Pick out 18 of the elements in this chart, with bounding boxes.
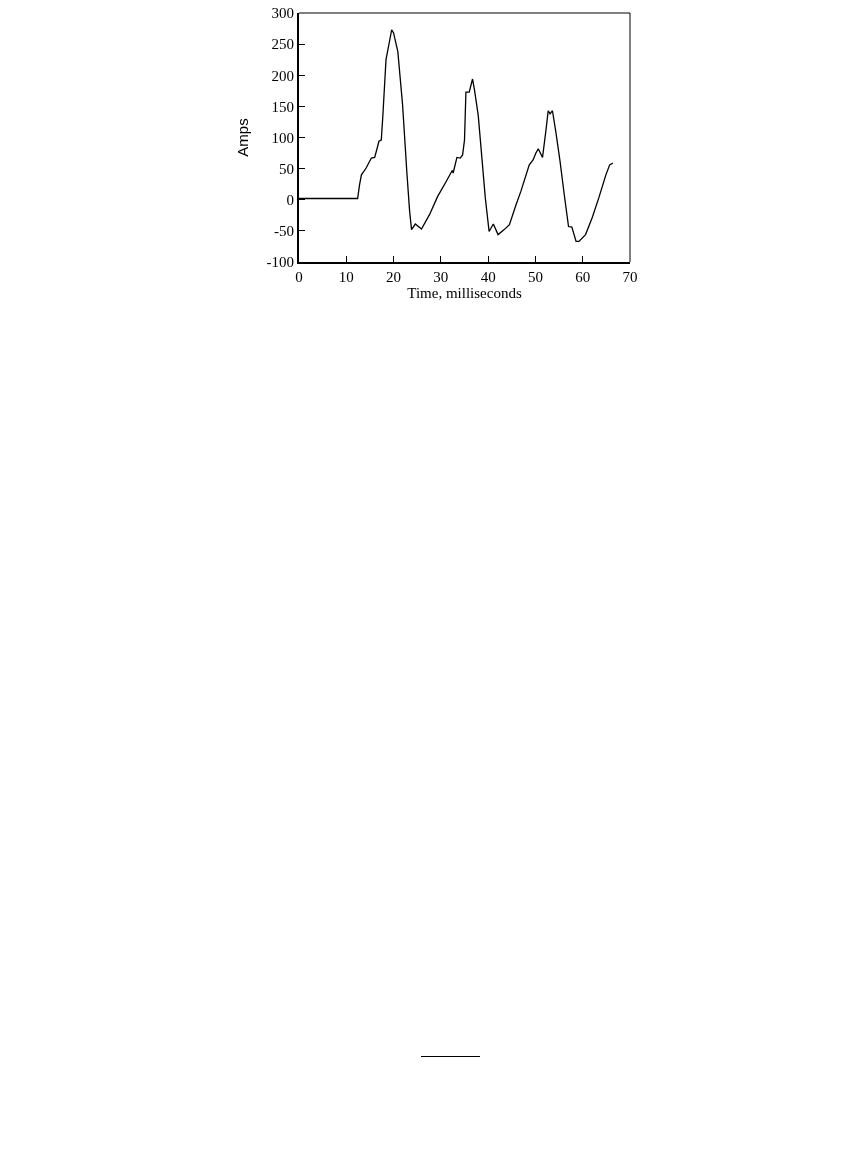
- y-tick-label: 200: [271, 67, 294, 84]
- x-tick-label: 50: [527, 269, 543, 285]
- y-tick-label: 0: [286, 192, 294, 208]
- x-tick-label: 20: [386, 269, 402, 285]
- x-axis-title: Time, milliseconds: [407, 285, 522, 301]
- y-tick-label: 150: [271, 98, 294, 115]
- y-tick-label: -100: [266, 254, 294, 271]
- x-tick-label: 70: [622, 269, 638, 285]
- x-tick-label: 10: [338, 269, 354, 285]
- y-tick-label: 100: [271, 129, 294, 146]
- y-tick-label: 50: [279, 160, 294, 177]
- x-tick-label: 40: [480, 269, 496, 285]
- y-tick-label: 250: [271, 36, 294, 53]
- x-tick-label: 30: [433, 269, 449, 285]
- y-axis-title: Amps: [234, 118, 252, 157]
- x-tick-label: 60: [575, 269, 591, 285]
- y-tick-label: 300: [271, 5, 294, 22]
- y-tick-label: -50: [274, 223, 294, 240]
